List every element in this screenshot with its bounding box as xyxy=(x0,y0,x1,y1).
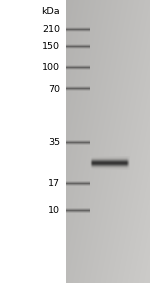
Text: 10: 10 xyxy=(48,206,60,215)
Text: 70: 70 xyxy=(48,85,60,94)
Text: 150: 150 xyxy=(42,42,60,51)
Text: kDa: kDa xyxy=(41,7,60,16)
Text: 210: 210 xyxy=(42,25,60,34)
Text: 100: 100 xyxy=(42,63,60,72)
Text: 17: 17 xyxy=(48,179,60,188)
Text: 35: 35 xyxy=(48,138,60,147)
